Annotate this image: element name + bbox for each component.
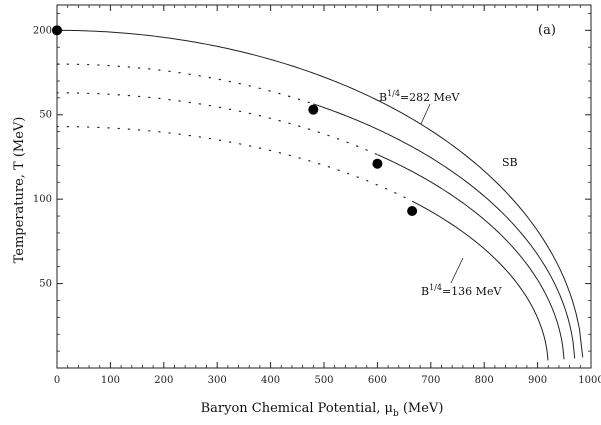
- data-point: [372, 158, 383, 169]
- upper-b-sup: 1/4: [387, 89, 400, 98]
- y-tick-label: 100: [33, 194, 52, 205]
- x-tick-label: 600: [368, 375, 387, 386]
- x-tick-label: 1000: [578, 375, 601, 386]
- x-axis-title-main: Baryon Chemical Potential, μ: [201, 401, 393, 416]
- x-tick-label: 900: [528, 375, 547, 386]
- lower-b-rest: =136 MeV: [442, 285, 502, 298]
- x-axis-title-unit: (MeV): [399, 401, 444, 416]
- data-point: [407, 205, 418, 216]
- dotted-curve-3: [56, 92, 378, 156]
- upper-b-base: B: [379, 91, 387, 104]
- x-tick-label: 300: [208, 375, 227, 386]
- x-tick-label: 500: [314, 375, 333, 386]
- data-point: [308, 104, 319, 115]
- plot-border: [56, 4, 592, 369]
- plot-frame: [56, 4, 592, 369]
- y-tick-label: 50: [39, 110, 52, 121]
- dotted-curve-4: [56, 125, 413, 202]
- lower-b-sup: 1/4: [429, 283, 442, 292]
- x-tick-label: 700: [421, 375, 440, 386]
- dotted-curve-2: [56, 63, 314, 105]
- solid-curve-4: [411, 200, 549, 361]
- curves: [56, 29, 584, 361]
- lower-b-arrow: [450, 257, 464, 284]
- x-tick-label: 200: [154, 375, 173, 386]
- data-point: [52, 25, 62, 36]
- x-axis-title-sub: b: [393, 409, 399, 419]
- x-tick-label: 800: [475, 375, 494, 386]
- x-tick-label: 0: [54, 375, 60, 386]
- solid-curve-2: [313, 103, 576, 359]
- annotation-arrows: [420, 103, 464, 284]
- upper-b-arrow: [420, 103, 431, 125]
- x-axis-title: Baryon Chemical Potential, μb (MeV): [201, 401, 444, 419]
- lower-b-base: B: [421, 285, 429, 298]
- solid-curve-3: [377, 154, 565, 360]
- axis-ticks: 0 100 200 300 400 500 600 700 800 900 1000 50 100 50 2…: [33, 5, 601, 386]
- sb-label: SB: [502, 156, 518, 169]
- y-tick-label: 200: [33, 25, 52, 36]
- x-tick-label: 400: [261, 375, 280, 386]
- upper-b-label: B1/4=282 MeV: [379, 89, 460, 104]
- y-tick-label: 50: [39, 279, 52, 290]
- panel-label: (a): [538, 23, 556, 38]
- sb-curve: [57, 29, 584, 358]
- data-points: [52, 25, 418, 216]
- lower-b-label: B1/4=136 MeV: [421, 283, 502, 298]
- y-axis-title: Temperature, T (MeV): [12, 117, 27, 264]
- x-tick-label: 100: [101, 375, 120, 386]
- upper-b-rest: =282 MeV: [400, 91, 460, 104]
